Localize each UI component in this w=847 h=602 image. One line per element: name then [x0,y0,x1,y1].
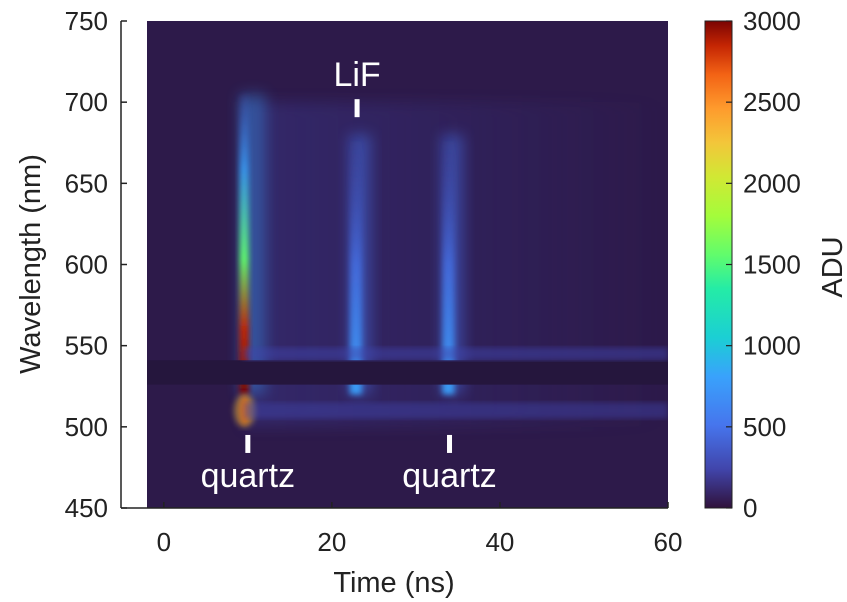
annotation-marker [355,99,360,117]
x-axis: 0 20 40 60 [121,502,682,557]
annotation-label: quartz [402,457,497,495]
y-tick-label: 650 [65,168,108,198]
y-tick-label: 450 [65,493,108,523]
y-tick-label: 500 [65,412,108,442]
annotation-marker [447,435,452,453]
plot-area [147,21,668,508]
colorbar-tick-label: 2000 [743,168,801,198]
y-tick-label: 750 [65,6,108,36]
upper-band-edge [244,347,668,360]
lower-band [244,402,668,418]
colorbar-tick-label: 0 [743,493,757,523]
y-axis-label: Wavelength (nm) [15,154,47,374]
annotation-label: quartz [201,457,296,495]
x-axis-label: Time (ns) [333,567,454,599]
y-tick-label: 600 [65,250,108,280]
y-axis: 450 500 550 600 650 700 750 [65,6,127,523]
colorbar-tick-label: 2500 [743,87,801,117]
dark-band [147,360,668,384]
colorbar: 0 500 1000 1500 2000 2500 3000 [705,6,801,523]
colorbar-tick-label: 1500 [743,250,801,280]
colorbar-tick-label: 500 [743,412,786,442]
colorbar-tick-label: 3000 [743,6,801,36]
y-tick-label: 550 [65,331,108,361]
x-tick-label: 20 [317,527,346,557]
colorbar-label: ADU [817,236,847,297]
y-tick-label: 700 [65,87,108,117]
x-tick-label: 40 [485,527,514,557]
x-tick-label: 0 [157,527,171,557]
x-tick-label: 60 [654,527,683,557]
annotation-marker [245,435,250,453]
annotation-label: LiF [333,56,380,94]
colorbar-tick-label: 1000 [743,331,801,361]
